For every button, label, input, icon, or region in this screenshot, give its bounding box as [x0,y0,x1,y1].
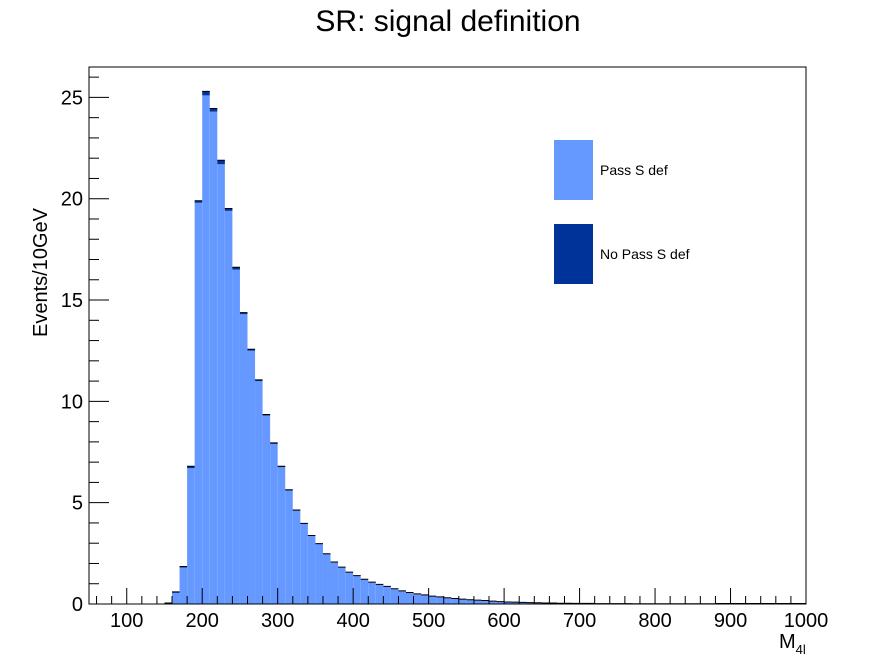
legend-label-pass: Pass S def [600,162,668,178]
bar-nopass [187,466,195,469]
x-axis: 100 200 300 400 500 600 700 800 900 1000 [96,588,829,632]
bar-pass [172,592,180,604]
x-axis-label-sub: 4l [796,642,806,657]
bar-pass [360,579,369,604]
bar-pass [428,596,437,604]
bar-pass [224,210,233,604]
bar-pass [541,602,550,604]
plot-frame [88,66,807,605]
bar-pass [398,591,406,604]
y-axis-label: Events/10GeV [30,207,52,337]
y-tick-label: 25 [61,87,83,109]
bar-nopass [179,566,188,568]
x-axis-label-main: M [779,631,796,653]
x-tick-label: 600 [487,610,520,632]
x-tick-label: 400 [336,610,369,632]
x-tick-label: 1000 [784,610,829,632]
bar-pass [285,490,293,604]
bar-nopass [194,200,203,203]
bar-pass [187,468,195,604]
x-tick-label: 800 [638,610,671,632]
bar-pass [345,572,354,604]
bar-pass [390,589,399,604]
bar-pass [239,314,248,604]
bar-pass [526,602,535,604]
x-tick-label: 700 [563,610,596,632]
bar-pass [322,554,331,604]
bar-pass [338,567,346,604]
bar-nopass [255,379,263,382]
bar-pass [270,443,278,604]
bar-pass [473,600,482,604]
x-axis-label: M4l [779,631,806,657]
chart-title: SR: signal definition [315,5,580,38]
bar-nopass [172,591,180,593]
y-axis: 0 5 10 15 20 25 [61,76,109,616]
x-tick-label: 300 [261,610,294,632]
bar-nopass [202,91,210,96]
bar-nopass [224,208,233,211]
bar-pass [247,350,256,604]
bar-pass [217,164,225,604]
bar-nopass [270,442,278,444]
bar-nopass [262,414,271,416]
bar-nopass [277,466,286,468]
bar-pass [307,536,316,604]
bar-pass [194,202,203,604]
bar-pass [436,597,444,604]
x-tick-label: 900 [714,610,747,632]
legend-label-nopass: No Pass S def [600,246,690,262]
x-tick-label: 100 [110,610,143,632]
y-tick-label: 20 [61,189,83,211]
y-tick-label: 10 [61,391,83,413]
bar-pass [277,467,286,604]
bar-nopass [247,349,256,351]
bar-pass [451,598,459,604]
bar-pass [202,95,210,604]
bar-pass [315,544,323,604]
bar-pass [209,111,218,605]
bar-pass [292,510,301,604]
bar-pass [549,602,557,604]
bar-pass [421,595,429,604]
bar-nopass [217,160,225,165]
bar-pass [504,601,512,604]
bar-pass [164,602,173,604]
bar-pass [534,602,542,604]
x-tick-label: 200 [186,610,219,632]
bar-pass [496,601,505,604]
bar-pass [511,602,520,604]
bar-pass [330,562,339,604]
bar-nopass [209,108,218,112]
bar-pass [179,567,188,604]
bar-pass [466,599,474,604]
y-tick-label: 15 [61,290,83,312]
bar-pass [232,269,240,604]
legend-swatch-pass [554,140,593,200]
bar-nopass [239,312,248,315]
y-tick-label: 5 [72,493,83,515]
bar-pass [405,592,414,604]
bar-pass [519,602,527,604]
bar-nopass [232,267,240,270]
bars-group [164,90,806,605]
legend: Pass S def No Pass S def [554,140,690,284]
y-tick-label: 0 [72,594,83,616]
bar-pass [481,600,490,604]
bar-pass [300,523,308,604]
bar-pass [443,597,452,604]
bar-pass [489,601,497,604]
bar-pass [255,381,263,604]
legend-swatch-nopass [554,224,593,284]
bar-pass [375,584,384,604]
bar-pass [413,594,422,604]
x-tick-label: 500 [412,610,445,632]
bar-pass [368,582,376,604]
bar-pass [383,586,391,604]
bar-pass [458,599,467,604]
bar-pass [353,576,361,604]
bar-pass [262,415,271,604]
